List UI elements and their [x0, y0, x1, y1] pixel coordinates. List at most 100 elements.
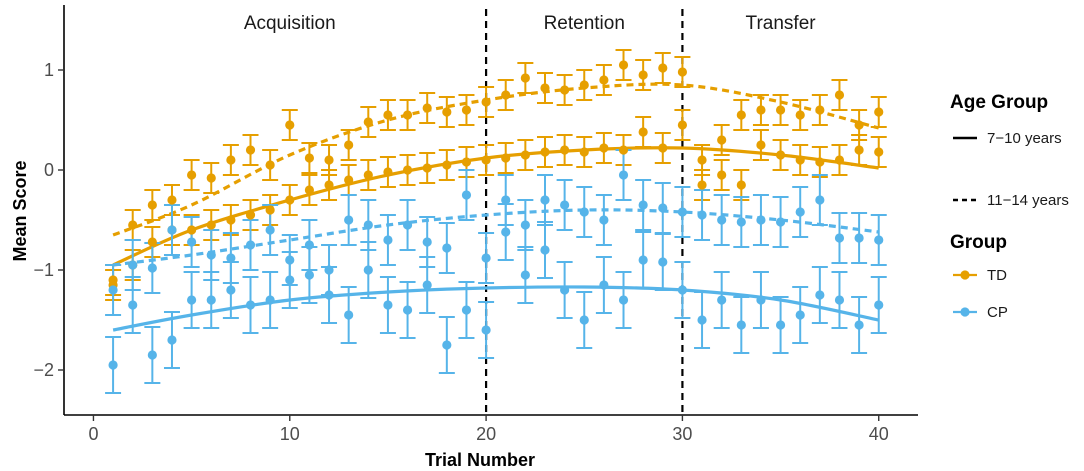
data-point — [815, 195, 825, 205]
data-point — [501, 90, 511, 100]
data-point — [599, 215, 609, 225]
data-point — [226, 253, 236, 263]
data-point — [520, 150, 530, 160]
y-axis-title: Mean Score — [10, 160, 30, 261]
data-point — [579, 315, 589, 325]
data-point — [324, 290, 334, 300]
x-tick-label: 0 — [88, 424, 98, 444]
data-point — [520, 73, 530, 83]
data-point — [618, 295, 629, 305]
data-point — [501, 195, 511, 205]
data-point — [815, 290, 825, 300]
data-point — [187, 295, 197, 305]
data-point — [363, 265, 373, 275]
data-point — [874, 107, 884, 117]
data-point — [442, 243, 452, 253]
data-point — [618, 60, 629, 70]
data-point — [344, 140, 354, 150]
data-point — [304, 240, 315, 250]
data-point — [599, 143, 609, 153]
data-point — [658, 203, 668, 213]
data-point — [717, 170, 727, 180]
data-point — [245, 300, 256, 310]
data-point — [854, 233, 864, 243]
data-point — [147, 263, 157, 273]
phase-label-retention: Retention — [544, 13, 625, 34]
data-point — [815, 157, 825, 167]
x-tick-label: 10 — [280, 424, 300, 444]
x-tick-label: 20 — [476, 424, 496, 444]
data-point — [128, 260, 138, 270]
data-point — [187, 237, 197, 247]
data-point — [402, 220, 413, 230]
data-point — [736, 180, 746, 190]
data-point — [658, 143, 668, 153]
data-point — [304, 153, 315, 163]
data-point — [775, 320, 786, 330]
data-point — [658, 63, 668, 73]
fit-line-cp-dashed — [112, 208, 879, 267]
y-tick-label: −2 — [33, 360, 54, 380]
data-point — [697, 180, 707, 190]
data-point — [599, 280, 609, 290]
data-point — [461, 305, 472, 315]
data-point — [402, 110, 413, 120]
data-point — [226, 285, 236, 295]
data-point — [108, 285, 118, 295]
data-point — [540, 195, 550, 205]
data-point — [226, 155, 236, 165]
data-point — [344, 175, 354, 185]
data-point — [795, 207, 805, 217]
data-point — [756, 215, 766, 225]
data-point — [520, 220, 530, 230]
data-point — [618, 170, 629, 180]
data-point — [638, 127, 648, 137]
data-point — [481, 253, 491, 263]
data-point — [383, 300, 393, 310]
y-tick-label: 1 — [44, 60, 54, 80]
data-point — [324, 155, 334, 165]
data-point — [265, 160, 275, 170]
data-point — [285, 195, 295, 205]
data-point — [795, 155, 805, 165]
data-point — [147, 350, 157, 360]
data-point — [795, 110, 805, 120]
data-point — [501, 153, 511, 163]
data-point — [422, 103, 432, 113]
data-point — [736, 320, 746, 330]
data-point — [677, 67, 688, 77]
data-point — [187, 225, 197, 235]
data-point — [638, 255, 648, 265]
data-point — [383, 167, 393, 177]
data-point — [756, 105, 766, 115]
data-point — [245, 145, 256, 155]
data-point — [167, 335, 177, 345]
data-point — [717, 215, 727, 225]
legend-age-item-1: 11−14 years — [987, 192, 1069, 209]
data-point — [108, 360, 118, 370]
data-point — [618, 145, 629, 155]
legend-group-item-cp: CP — [953, 304, 1008, 321]
legend-group-title: Group — [950, 232, 1007, 253]
data-point — [579, 80, 589, 90]
data-point — [324, 265, 334, 275]
data-point — [736, 110, 746, 120]
data-point — [874, 147, 884, 157]
x-tick-label: 40 — [869, 424, 889, 444]
data-point — [775, 217, 786, 227]
data-point — [285, 255, 295, 265]
data-point — [128, 220, 138, 230]
y-tick-label: 0 — [44, 160, 54, 180]
data-point — [854, 145, 864, 155]
data-point — [285, 275, 295, 285]
data-point — [481, 97, 491, 107]
data-point — [304, 185, 315, 195]
data-point — [638, 70, 648, 80]
fit-line-td-solid — [112, 146, 879, 267]
data-point — [854, 120, 864, 130]
data-point — [697, 210, 707, 220]
data-point — [834, 233, 845, 243]
data-point — [560, 145, 570, 155]
phase-label-transfer: Transfer — [746, 13, 817, 34]
data-point — [265, 295, 275, 305]
